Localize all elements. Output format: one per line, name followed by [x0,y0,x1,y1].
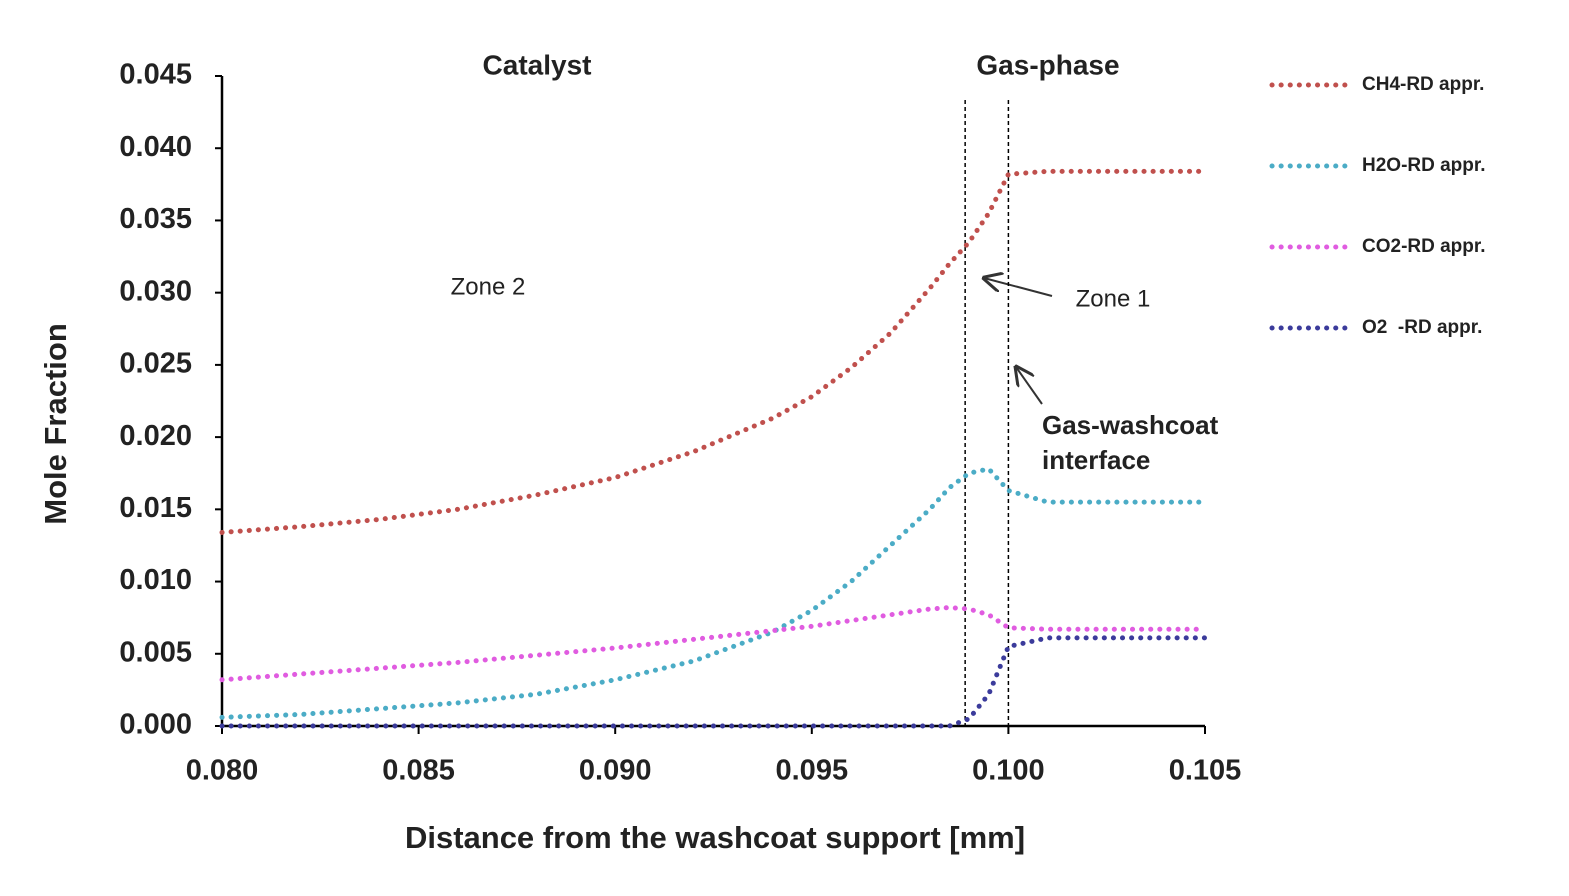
series-line [219,605,1208,683]
arrow [1016,367,1043,405]
series-line [219,466,1208,720]
y-axis-label: Mole Fraction [38,323,73,525]
series-line [219,635,1208,729]
x-axis-label: Distance from the washcoat support [mm] [405,820,1025,855]
annotation: Zone 2 [451,273,526,300]
x-tick-label: 0.095 [776,755,849,787]
legend-label: H2O-RD appr. [1362,155,1486,176]
x-tick-label: 0.105 [1169,755,1242,787]
x-tick-label: 0.100 [972,755,1045,787]
annotation: Gas-phase [976,49,1119,80]
y-tick-label: 0.010 [119,564,192,596]
y-tick-label: 0.040 [119,131,192,163]
annotation: Catalyst [483,49,592,80]
x-tick-label: 0.080 [186,755,259,787]
y-tick-label: 0.035 [119,203,192,235]
x-tick-label: 0.085 [382,755,455,787]
series-line [219,168,1208,535]
y-tick-label: 0.015 [119,492,192,524]
legend-label: CH4-RD appr. [1362,74,1484,95]
arrow [984,278,1053,297]
y-tick-label: 0.020 [119,420,192,452]
y-tick-label: 0.000 [119,709,192,741]
annotation: Gas-washcoat interface [1042,410,1219,475]
x-tick-label: 0.090 [579,755,652,787]
y-tick-label: 0.005 [119,636,192,668]
legend-label: O2 -RD appr. [1362,317,1482,338]
y-tick-label: 0.030 [119,275,192,307]
y-tick-label: 0.045 [119,59,192,91]
legend-label: CO2-RD appr. [1362,236,1486,257]
y-tick-label: 0.025 [119,348,192,380]
annotation: Zone 1 [1076,285,1151,312]
